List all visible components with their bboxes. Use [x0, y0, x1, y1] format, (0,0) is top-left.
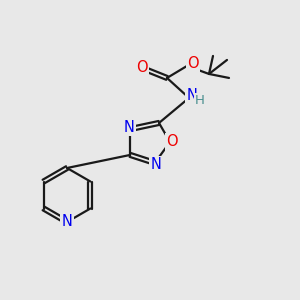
Text: O: O — [166, 134, 178, 149]
Text: N: N — [150, 158, 161, 172]
Text: N: N — [61, 214, 72, 230]
Text: N: N — [187, 88, 197, 104]
Text: H: H — [195, 94, 205, 107]
Text: N: N — [124, 120, 135, 135]
Text: O: O — [136, 60, 148, 75]
Text: O: O — [187, 56, 199, 71]
